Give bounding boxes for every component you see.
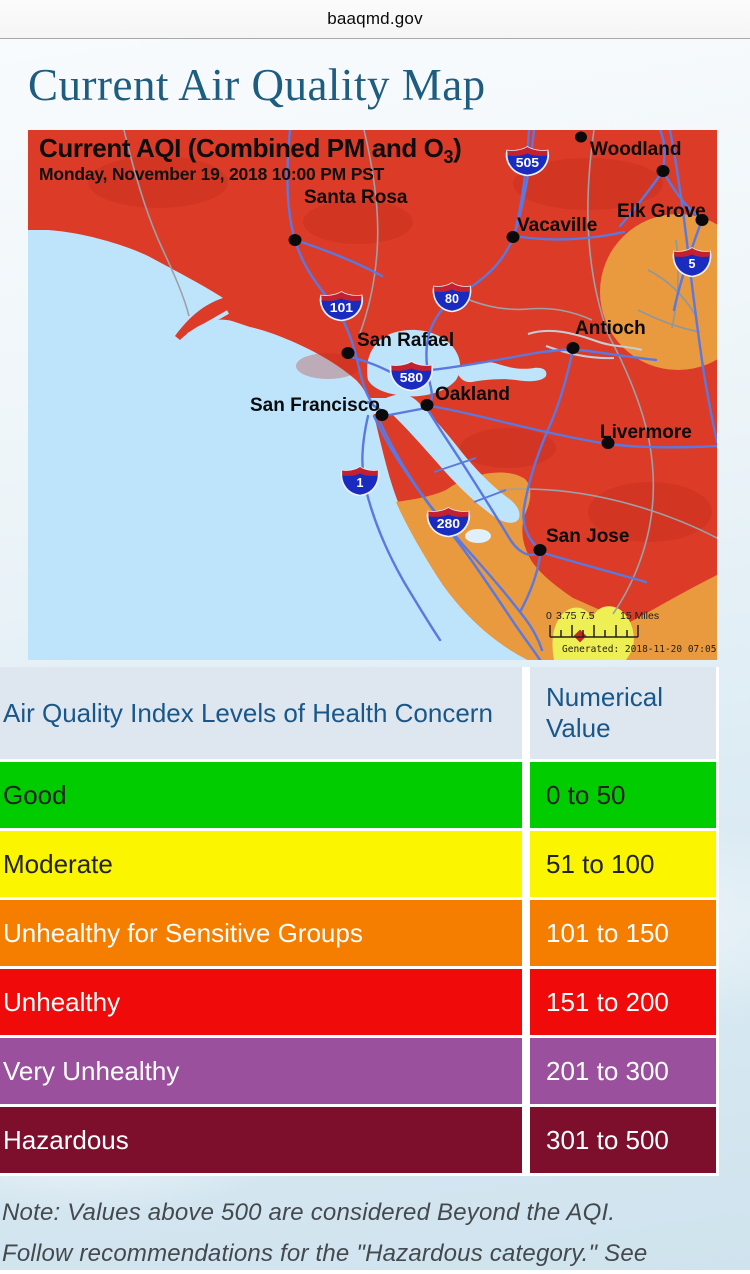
highway-shield-80: 80 (432, 282, 472, 313)
svg-text:3.75: 3.75 (556, 610, 577, 622)
table-row-good-label: Good (0, 762, 522, 828)
map-generated-timestamp: Generated: 2018-11-20 07:05:46Z (562, 644, 717, 655)
city-dots (288, 131, 709, 556)
svg-text:15 Miles: 15 Miles (620, 610, 659, 622)
highway-shield-280: 280 (426, 507, 471, 538)
page-title: Current Air Quality Map (28, 60, 486, 110)
svg-text:580: 580 (400, 371, 423, 385)
city-label-oakland: Oakland (435, 384, 510, 405)
table-row-very-unhealthy-value: 201 to 300 (530, 1038, 716, 1104)
highway-shield-1: 1 (340, 466, 380, 497)
table-header-value: Numerical Value (530, 667, 716, 759)
highway-shield-505: 505 (505, 146, 550, 177)
city-label-woodland: Woodland (590, 139, 681, 160)
highway-shield-580: 580 (389, 361, 434, 392)
city-label-vacaville: Vacaville (517, 215, 597, 236)
svg-text:101: 101 (330, 301, 354, 315)
address-bar[interactable]: baaqmd.gov (0, 0, 750, 39)
city-label-san-rafael: San Rafael (357, 330, 454, 351)
map-orange-roads (637, 239, 701, 333)
city-label-livermore: Livermore (600, 422, 692, 443)
table-row-hazardous-value: 301 to 500 (530, 1107, 716, 1173)
address-bar-url: baaqmd.gov (327, 9, 423, 28)
table-row-usg-value: 101 to 150 (530, 900, 716, 966)
map-county-lines (123, 130, 717, 615)
map-highways (286, 130, 717, 660)
table-row-good-value: 0 to 50 (530, 762, 716, 828)
svg-text:280: 280 (437, 517, 460, 531)
map-bridges (433, 457, 507, 503)
table-row-unhealthy-value: 151 to 200 (530, 969, 716, 1035)
svg-text:7.5: 7.5 (580, 610, 595, 622)
beyond-aqi-note: Note: Values above 500 are considered Be… (2, 1192, 747, 1274)
city-label-san-jose: San Jose (546, 526, 629, 547)
svg-text:505: 505 (516, 156, 540, 170)
table-row-very-unhealthy-label: Very Unhealthy (0, 1038, 522, 1104)
highway-shield-101: 101 (319, 291, 364, 322)
aqi-table: Air Quality Index Levels of Health Conce… (0, 667, 719, 1176)
map-delta-waterways (527, 329, 643, 360)
map-scale-bar: 0 3.75 7.5 15 Miles (546, 610, 659, 638)
table-row-usg-label: Unhealthy for Sensitive Groups (0, 900, 522, 966)
table-header-levels: Air Quality Index Levels of Health Conce… (0, 667, 522, 759)
svg-text:80: 80 (445, 292, 459, 306)
note-line-2: Follow recommendations for the "Hazardou… (2, 1240, 648, 1267)
svg-text:0: 0 (546, 610, 552, 622)
table-row-hazardous-label: Hazardous (0, 1107, 522, 1173)
map-land-red (28, 130, 717, 660)
city-label-elk-grove: Elk Grove (617, 201, 706, 222)
air-quality-map[interactable]: 505 5 101 80 580 1 280 (28, 130, 717, 660)
map-hillshade (88, 156, 712, 542)
map-title-subscript: 3 (443, 147, 454, 168)
table-row-unhealthy-label: Unhealthy (0, 969, 522, 1035)
city-label-san-francisco: San Francisco (250, 395, 380, 416)
map-image: 505 5 101 80 580 1 280 (28, 130, 717, 660)
table-row-moderate-value: 51 to 100 (530, 831, 716, 897)
note-line-1: Note: Values above 500 are considered Be… (2, 1199, 616, 1226)
table-row-moderate-label: Moderate (0, 831, 522, 897)
svg-text:5: 5 (689, 257, 696, 271)
map-datetime: Monday, November 19, 2018 10:00 PM PST (39, 164, 385, 184)
highway-shield-5: 5 (672, 247, 712, 278)
map-yellow-blob (552, 606, 634, 660)
page-content: Current Air Quality Map (0, 39, 750, 1270)
city-label-antioch: Antioch (575, 318, 646, 339)
map-title: Current AQI (Combined PM and O3) (39, 133, 462, 168)
svg-text:1: 1 (357, 476, 364, 490)
city-label-santa-rosa: Santa Rosa (304, 187, 408, 208)
map-orange-south (396, 472, 717, 660)
